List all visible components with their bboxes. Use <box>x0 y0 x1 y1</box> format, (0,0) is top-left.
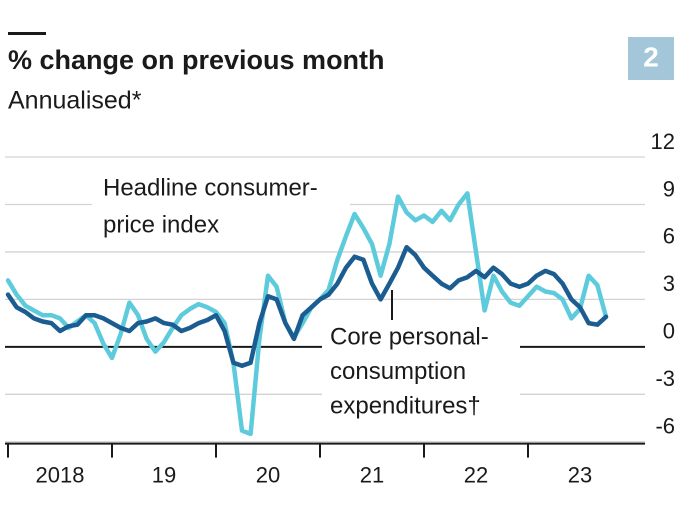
title-rule <box>8 32 46 35</box>
lines <box>5 191 609 437</box>
y-tick-label: -3 <box>655 366 675 391</box>
badge <box>628 37 674 80</box>
y-tick-label: 0 <box>663 319 675 344</box>
grid: 12 9 6 3 0 -3 -6 2018 19 20 21 22 23 <box>5 129 675 487</box>
annotation: expenditures† <box>330 392 481 419</box>
y-tick-label: 12 <box>651 129 675 154</box>
y-tick-label: 9 <box>663 176 675 201</box>
annotation: Headline consumer- <box>103 174 318 201</box>
annotation: Core personal- <box>330 323 489 350</box>
chart-subtitle: Annualised* <box>8 87 142 115</box>
x-tick-label: 21 <box>360 462 384 487</box>
y-tick-label: 3 <box>663 271 675 296</box>
x-tick-label: 20 <box>256 462 280 487</box>
series-line <box>5 191 609 437</box>
x-tick-label: 19 <box>152 462 176 487</box>
chart-title: % change on previous month <box>8 45 385 75</box>
annotations: Headline consumer-price index Core person… <box>92 170 520 430</box>
x-tick-label: 2018 <box>36 462 85 487</box>
x-tick-label: 23 <box>568 462 592 487</box>
annotation: price index <box>103 211 219 238</box>
y-tick-label: 6 <box>663 224 675 249</box>
annotation-background <box>322 318 520 430</box>
series-line <box>5 244 609 369</box>
y-tick-label: -6 <box>655 414 675 439</box>
annotation-background <box>92 170 350 244</box>
x-tick-label: 22 <box>464 462 488 487</box>
annotation: consumption <box>330 358 466 385</box>
badge-number: 2 <box>643 41 659 72</box>
